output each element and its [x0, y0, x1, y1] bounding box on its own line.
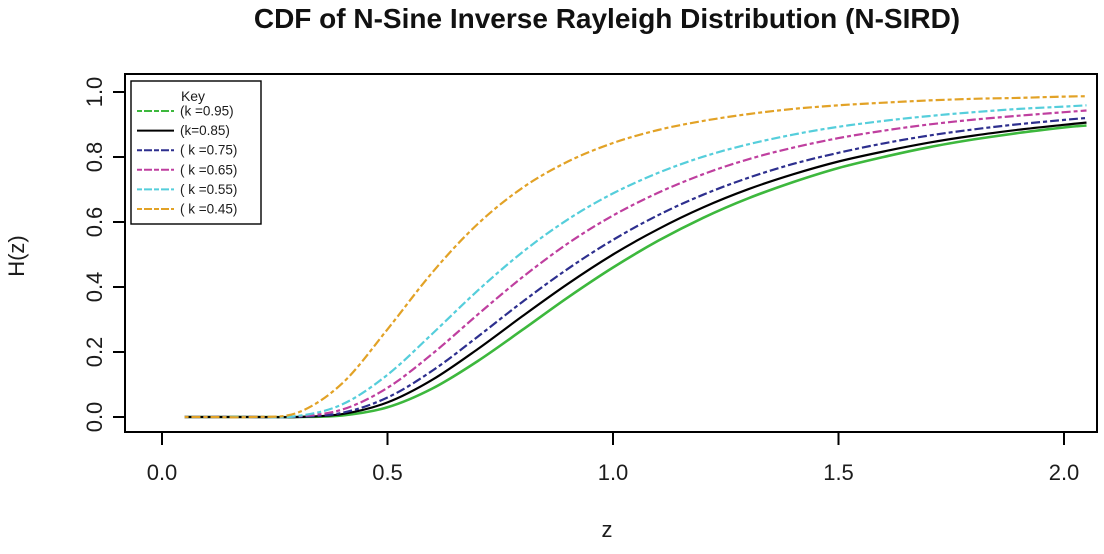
x-tick-label: 1.0 [598, 460, 629, 485]
curve-k-0.55 [184, 104, 1087, 419]
x-tick-label: 2.0 [1049, 460, 1080, 485]
y-tick-label: 0.8 [82, 142, 107, 173]
legend-label-k-0.65: ( k =0.65) [180, 162, 237, 177]
curve-k-0.65 [184, 109, 1087, 419]
x-tick-label: 0.5 [372, 460, 403, 485]
curve-k-0.95 [184, 124, 1087, 419]
curve-k-0.85 [184, 121, 1087, 419]
legend-label-k-0.75: ( k =0.75) [180, 143, 237, 158]
y-tick-label: 1.0 [82, 77, 107, 108]
chart-title: CDF of N-Sine Inverse Rayleigh Distribut… [253, 3, 961, 34]
x-axis-label: z [601, 517, 613, 542]
x-tick-label: 0.0 [147, 460, 178, 485]
legend-label-k-0.95: (k =0.95) [180, 104, 234, 119]
curve-k-0.45 [184, 95, 1087, 419]
legend-label-k-0.45: ( k =0.45) [180, 202, 237, 217]
curve-k-0.75 [184, 116, 1087, 419]
x-tick-label: 1.5 [823, 460, 854, 485]
legend-label-k-0.85: (k=0.85) [180, 123, 230, 138]
y-tick-label: 0.0 [82, 402, 107, 433]
y-tick-label: 0.6 [82, 207, 107, 238]
legend-label-k-0.55: ( k =0.55) [180, 182, 237, 197]
y-tick-label: 0.2 [82, 337, 107, 368]
y-tick-label: 0.4 [82, 272, 107, 303]
legend-title: Key [181, 88, 205, 104]
legend-box [130, 80, 262, 225]
plot-border [124, 73, 1098, 433]
